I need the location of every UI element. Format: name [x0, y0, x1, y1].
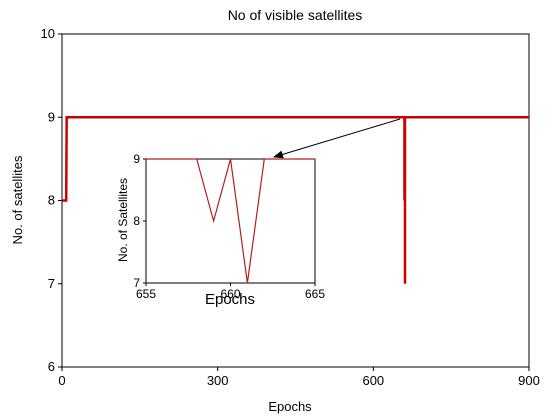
y-axis-label: No. of satellites [10, 155, 25, 244]
y-tick-label: 7 [48, 276, 55, 291]
inset-y-tick-label: 8 [133, 214, 140, 228]
inset-y-tick-label: 7 [133, 276, 140, 290]
series-line [62, 116, 529, 202]
main-axis-ticks: 0 300 600 900 6 7 8 9 10 [41, 26, 540, 388]
y-tick-label: 10 [41, 26, 55, 41]
y-tick-label: 8 [48, 193, 55, 208]
x-tick-label: 900 [518, 373, 540, 388]
chart-title: No of visible satellites [228, 7, 363, 23]
y-tick-label: 6 [48, 359, 55, 374]
inset-series [146, 158, 315, 284]
inset-x-tick-label: 660 [220, 287, 240, 301]
inset-frame [145, 158, 316, 284]
inset-y-axis-label: No. of Satellites [116, 178, 130, 262]
x-axis-label: Epochs [268, 399, 312, 414]
inset-axis-ticks: 655 660 665 7 8 9 [133, 152, 325, 301]
inset-x-tick-label: 655 [136, 287, 156, 301]
inset-x-tick-label: 665 [305, 287, 325, 301]
y-tick-label: 9 [48, 109, 55, 124]
main-series [62, 116, 529, 284]
x-tick-label: 300 [207, 373, 229, 388]
zoom-arrow [273, 118, 401, 159]
x-tick-label: 600 [362, 373, 384, 388]
inset-x-axis-label: Epochs [205, 291, 255, 308]
x-tick-label: 0 [58, 373, 65, 388]
inset-y-tick-label: 9 [133, 152, 140, 166]
inset-series-line [146, 158, 315, 284]
